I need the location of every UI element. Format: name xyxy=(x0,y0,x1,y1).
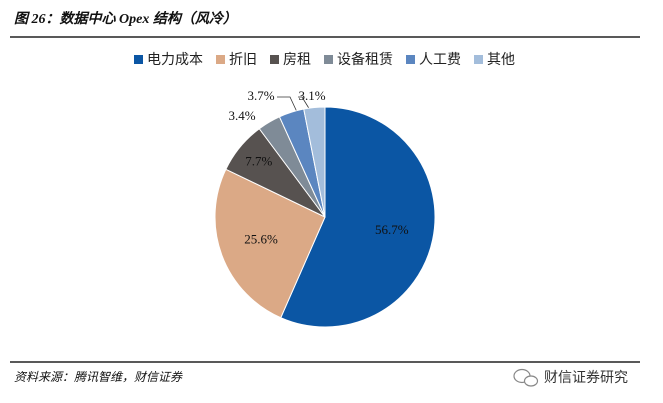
legend-label: 折旧 xyxy=(229,52,257,68)
legend-label: 设备租赁 xyxy=(337,51,393,68)
watermark: 财信证券研究 xyxy=(544,370,628,386)
pie-slice xyxy=(214,168,326,319)
legend-swatch xyxy=(216,55,225,64)
legend: 电力成本 折旧 房租 设备租赁 人工费 其他 xyxy=(134,51,515,68)
data-label: 3.4% xyxy=(228,108,255,123)
watermark-icon xyxy=(513,368,539,387)
data-label: 3.7% xyxy=(247,88,274,103)
data-label: 25.6% xyxy=(244,232,278,247)
chart-title: 图 26：数据中心 Opex 结构（风冷） xyxy=(14,10,237,27)
legend-label: 人工费 xyxy=(419,52,461,68)
data-label: 7.7% xyxy=(245,153,272,168)
legend-label: 其他 xyxy=(487,52,515,68)
legend-swatch xyxy=(270,55,279,64)
legend-swatch xyxy=(324,55,333,64)
legend-label: 房租 xyxy=(283,52,311,68)
legend-label: 电力成本 xyxy=(147,52,203,68)
source: 资料来源：腾讯智维，财信证券 xyxy=(14,370,183,384)
leader-lines xyxy=(277,96,311,113)
legend-swatch xyxy=(134,55,143,64)
legend-swatch xyxy=(406,55,415,64)
data-label: 56.7% xyxy=(375,222,409,237)
legend-swatch xyxy=(474,55,483,64)
data-label: 3.1% xyxy=(298,88,325,103)
pie-slice xyxy=(280,106,436,328)
pie-slice xyxy=(303,106,326,218)
